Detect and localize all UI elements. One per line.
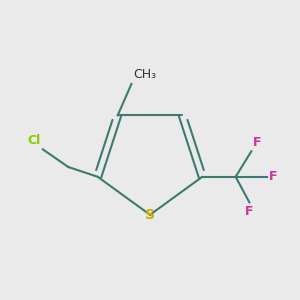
Text: F: F [245,205,254,218]
Text: S: S [145,208,155,222]
Text: F: F [253,136,262,149]
Text: Cl: Cl [28,134,41,147]
Text: CH₃: CH₃ [134,68,157,81]
Text: F: F [269,170,278,183]
